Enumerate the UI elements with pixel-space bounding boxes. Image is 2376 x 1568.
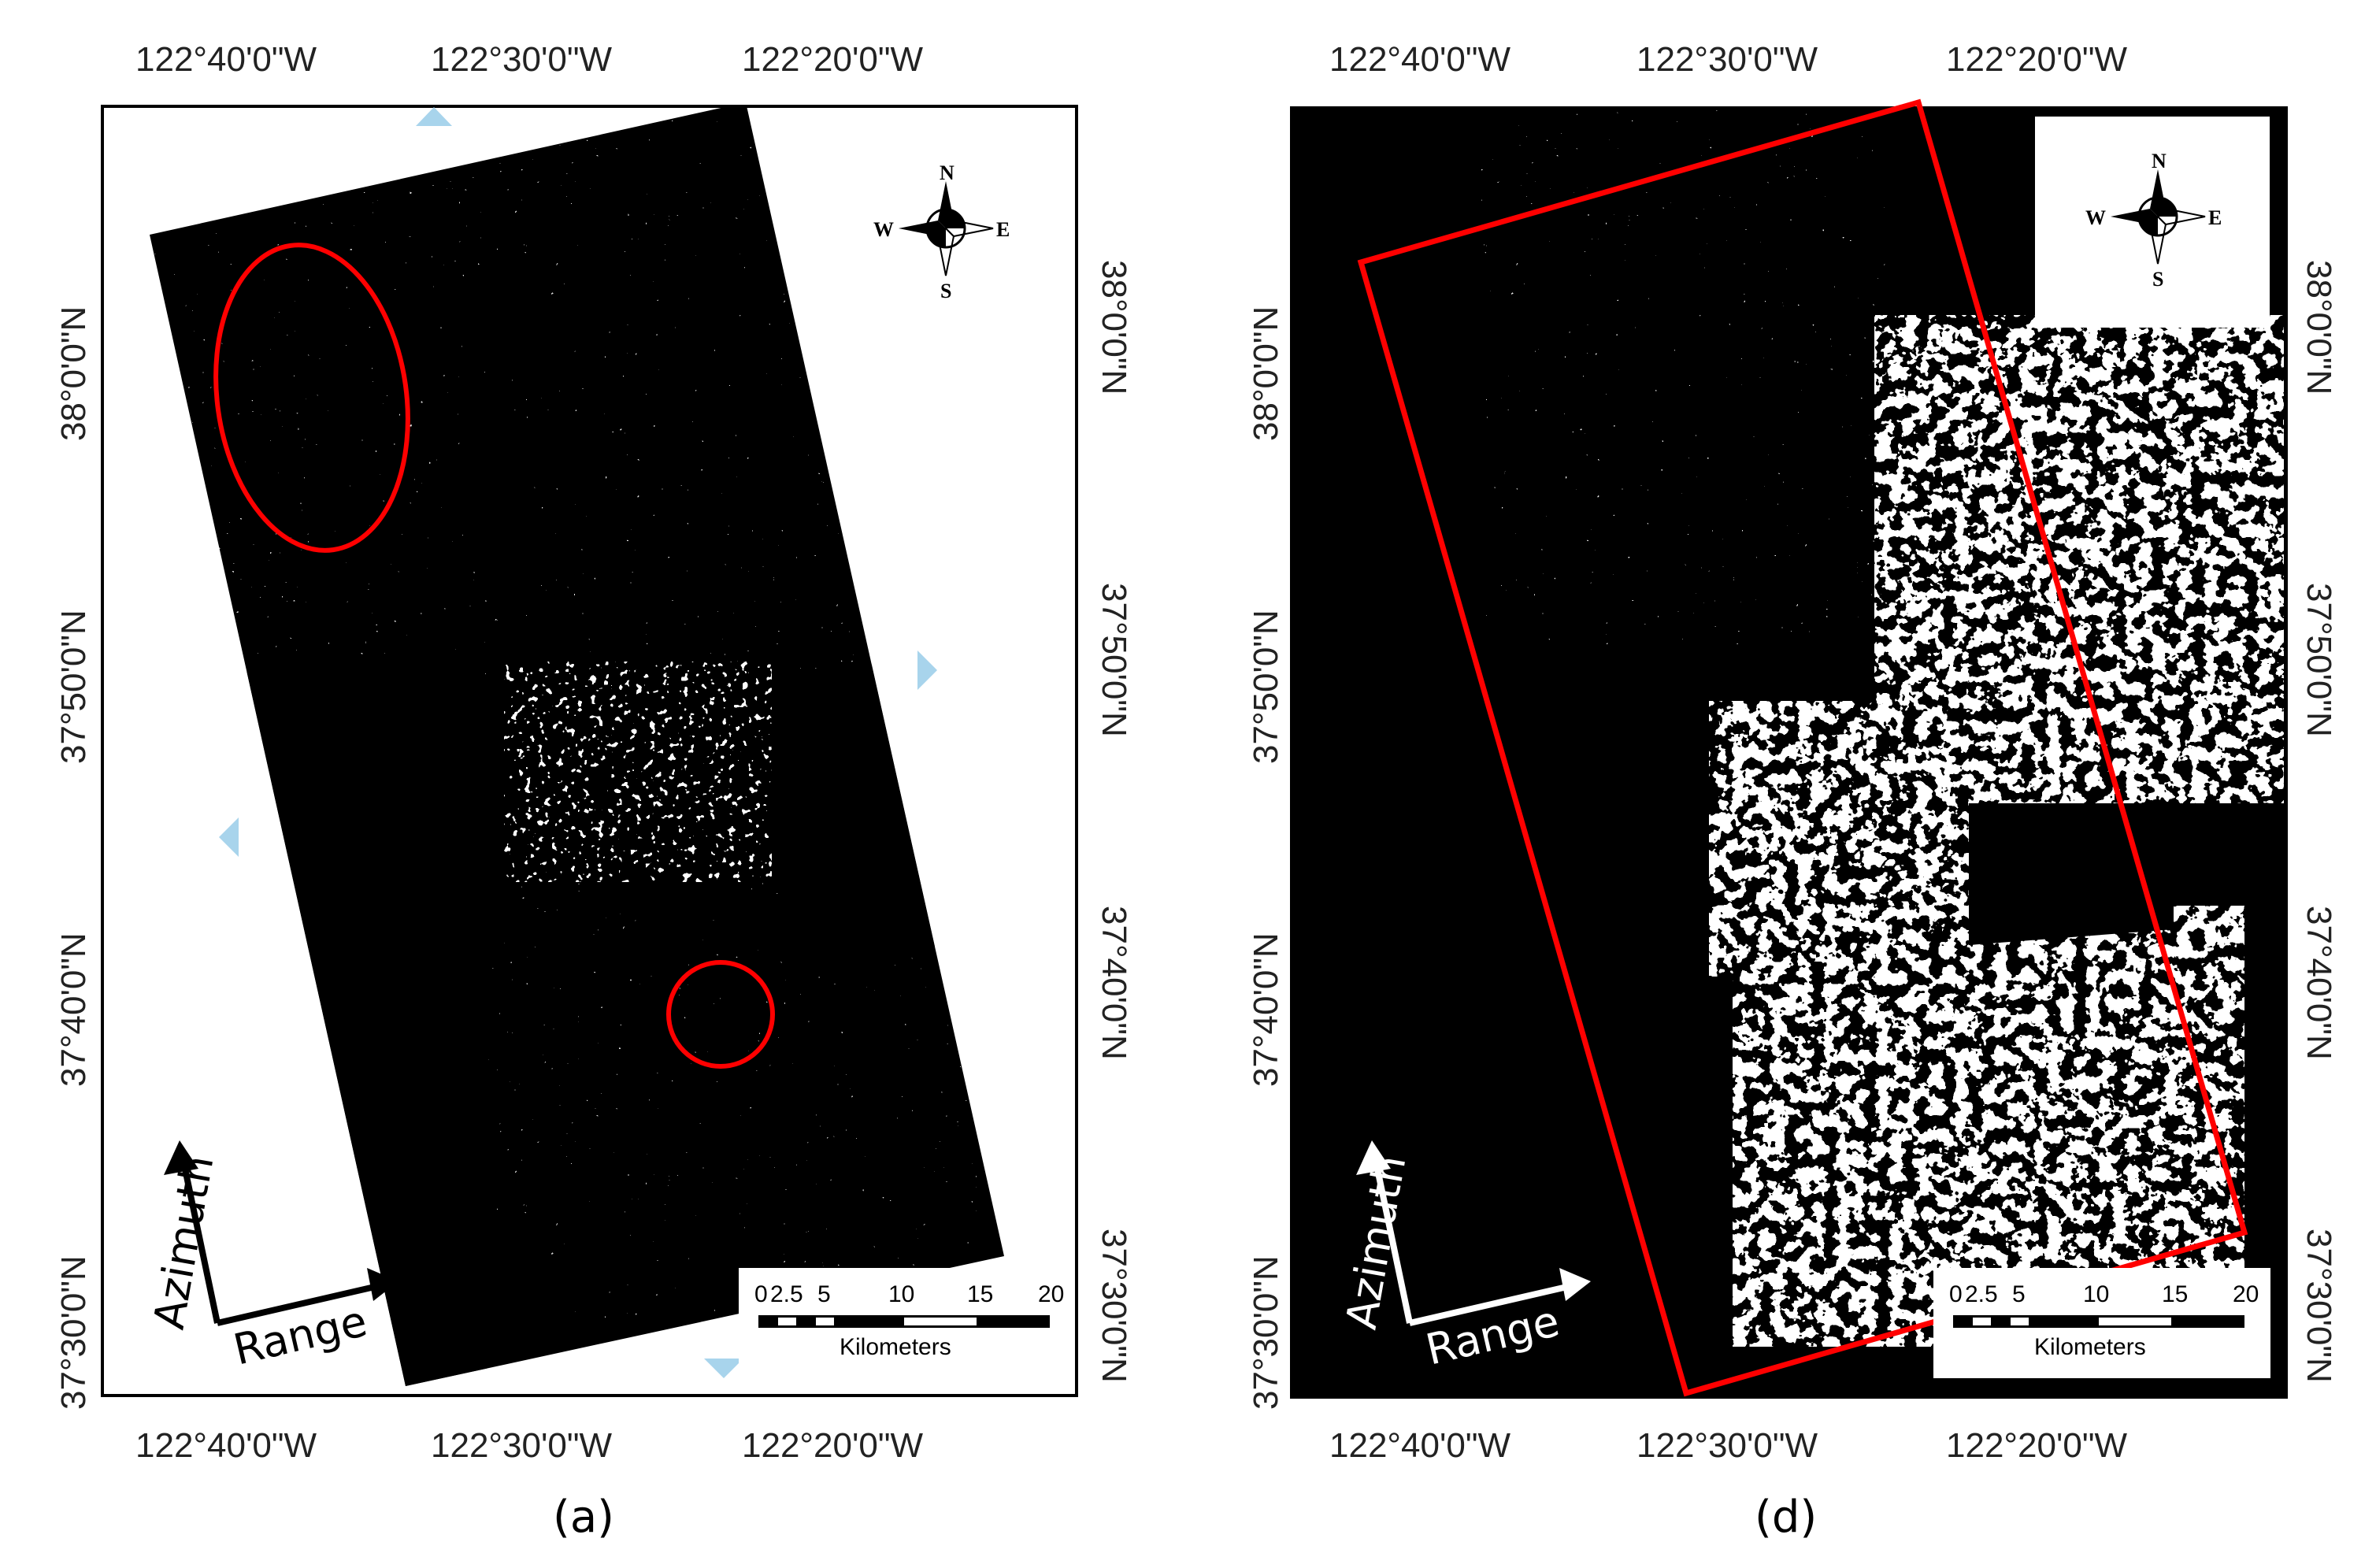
panel-a-label: (a) [553,1492,614,1543]
left-lat-label: 37°40'0"N [54,932,93,1087]
top-lon-label: 122°40'0"W [135,40,317,79]
scale-tick-0: 0 [754,1281,768,1307]
scale-tick-20: 20 [1038,1281,1064,1307]
compass-d: N S E W [2035,117,2270,328]
scale-tick-2-5: 2.5 [1965,1281,1998,1307]
bottom-lon-label: 122°40'0"W [1329,1426,1510,1465]
panel-d-label: (d) [1755,1492,1817,1543]
range-arrow-icon [1559,1268,1591,1301]
bottom-lon-label: 122°30'0"W [1637,1426,1818,1465]
scale-tick-5: 5 [2012,1281,2026,1307]
top-lon-label: 122°40'0"W [1329,40,1510,79]
bottom-lon-label: 122°20'0"W [742,1426,923,1465]
red-ellipse-north [213,243,410,553]
triangle-top-marker [416,107,452,126]
bottom-lon-label: 122°30'0"W [431,1426,612,1465]
scale-unit-label: Kilometers [2034,1334,2146,1360]
bottom-lon-label: 122°40'0"W [135,1426,317,1465]
scale-tick-20: 20 [2233,1281,2259,1307]
right-lat-label: 37°40'0"N [1095,906,1133,1060]
left-lat-label: 37°50'0"N [1247,610,1285,764]
panel-a: N S E W Azimuth Range 0 2.5 5 10 15 20 [54,40,1133,1543]
panel-d-land-mask [1292,108,2284,1397]
red-ellipse-south [666,960,775,1069]
top-lon-label: 122°30'0"W [431,40,612,79]
right-lat-label: 37°30'0"N [2300,1229,2338,1383]
bottom-lon-label: 122°20'0"W [1946,1426,2127,1465]
scale-bar-a: 0 2.5 5 10 15 20 Kilometers [739,1268,1069,1378]
scale-tick-15: 15 [967,1281,993,1307]
scale-tick-10: 10 [888,1281,914,1307]
compass-e-label: E [996,218,1010,241]
compass-n-label: N [2152,150,2167,172]
triangle-left-marker [219,817,239,857]
compass-w-label: W [2085,206,2106,229]
panel-d: N S E W Azimuth Range 0 2.5 5 10 15 20 [1247,40,2338,1543]
triangle-right-marker [917,651,937,690]
scale-tick-15: 15 [2162,1281,2188,1307]
left-lat-label: 37°50'0"N [54,610,93,764]
compass-s-label: S [2152,268,2163,291]
scale-tick-0: 0 [1949,1281,1963,1307]
scale-tick-10: 10 [2083,1281,2109,1307]
scale-bar-d: 0 2.5 5 10 15 20 Kilometers [1933,1268,2270,1378]
right-lat-label: 37°50'0"N [2300,583,2338,737]
left-lat-label: 37°30'0"N [1247,1255,1285,1410]
left-lat-label: 38°0'0"N [54,306,93,441]
scale-tick-2-5: 2.5 [770,1281,803,1307]
red-footprint-outline [1357,98,2248,1397]
top-lon-label: 122°30'0"W [1637,40,1818,79]
compass-n-label: N [940,161,954,184]
left-lat-label: 37°40'0"N [1247,932,1285,1087]
right-lat-label: 37°40'0"N [2300,906,2338,1060]
scale-unit-label: Kilometers [840,1334,951,1360]
range-arrow-icon [367,1268,398,1301]
scale-tick-5: 5 [817,1281,831,1307]
compass-w-label: W [873,218,894,241]
right-lat-label: 37°30'0"N [1095,1229,1133,1383]
top-lon-label: 122°20'0"W [1946,40,2127,79]
compass-s-label: S [940,280,951,302]
left-lat-label: 37°30'0"N [54,1255,93,1410]
azimuth-arrow-icon [164,1140,198,1175]
triangle-bottom-marker [704,1359,743,1378]
compass-a: N S E W [873,161,1010,302]
compass-e-label: E [2208,206,2222,229]
azimuth-arrow-icon [1356,1140,1391,1175]
right-lat-label: 38°0'0"N [2300,260,2338,395]
right-lat-label: 38°0'0"N [1095,260,1133,395]
left-lat-label: 38°0'0"N [1247,306,1285,441]
top-lon-label: 122°20'0"W [742,40,923,79]
right-lat-label: 37°50'0"N [1095,583,1133,737]
